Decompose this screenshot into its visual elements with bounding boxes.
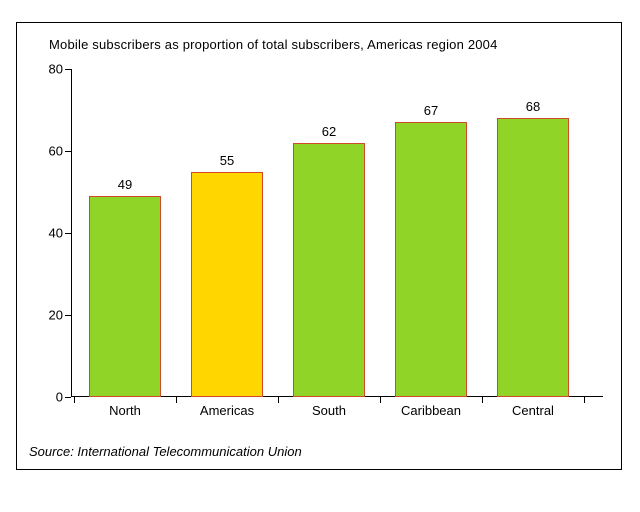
bar bbox=[497, 118, 569, 397]
category-label: Americas bbox=[200, 403, 254, 418]
ytick bbox=[65, 397, 71, 398]
ytick bbox=[65, 315, 71, 316]
xtick bbox=[380, 397, 381, 403]
ytick-label: 0 bbox=[23, 390, 63, 405]
xtick bbox=[176, 397, 177, 403]
bar-value-label: 67 bbox=[401, 103, 461, 118]
bar-value-label: 68 bbox=[503, 99, 563, 114]
bar-value-label: 49 bbox=[95, 177, 155, 192]
chart-frame: Mobile subscribers as proportion of tota… bbox=[16, 22, 622, 470]
category-label: South bbox=[312, 403, 346, 418]
xtick bbox=[74, 397, 75, 403]
bar bbox=[293, 143, 365, 397]
bar bbox=[191, 172, 263, 398]
ytick bbox=[65, 69, 71, 70]
category-label: Caribbean bbox=[401, 403, 461, 418]
chart-title: Mobile subscribers as proportion of tota… bbox=[49, 37, 498, 52]
xtick bbox=[584, 397, 585, 403]
category-label: North bbox=[109, 403, 141, 418]
ytick-label: 20 bbox=[23, 308, 63, 323]
ytick-label: 80 bbox=[23, 62, 63, 77]
bar bbox=[89, 196, 161, 397]
y-axis bbox=[71, 69, 72, 397]
bar-value-label: 62 bbox=[299, 124, 359, 139]
xtick bbox=[482, 397, 483, 403]
ytick bbox=[65, 151, 71, 152]
bar bbox=[395, 122, 467, 397]
ytick bbox=[65, 233, 71, 234]
category-label: Central bbox=[512, 403, 554, 418]
source-text: Source: International Telecommunication … bbox=[29, 444, 302, 459]
bar-value-label: 55 bbox=[197, 153, 257, 168]
ytick-label: 40 bbox=[23, 226, 63, 241]
xtick bbox=[278, 397, 279, 403]
plot-area: 020406080 4955626768 NorthAmericasSouthC… bbox=[71, 69, 603, 397]
ytick-label: 60 bbox=[23, 144, 63, 159]
